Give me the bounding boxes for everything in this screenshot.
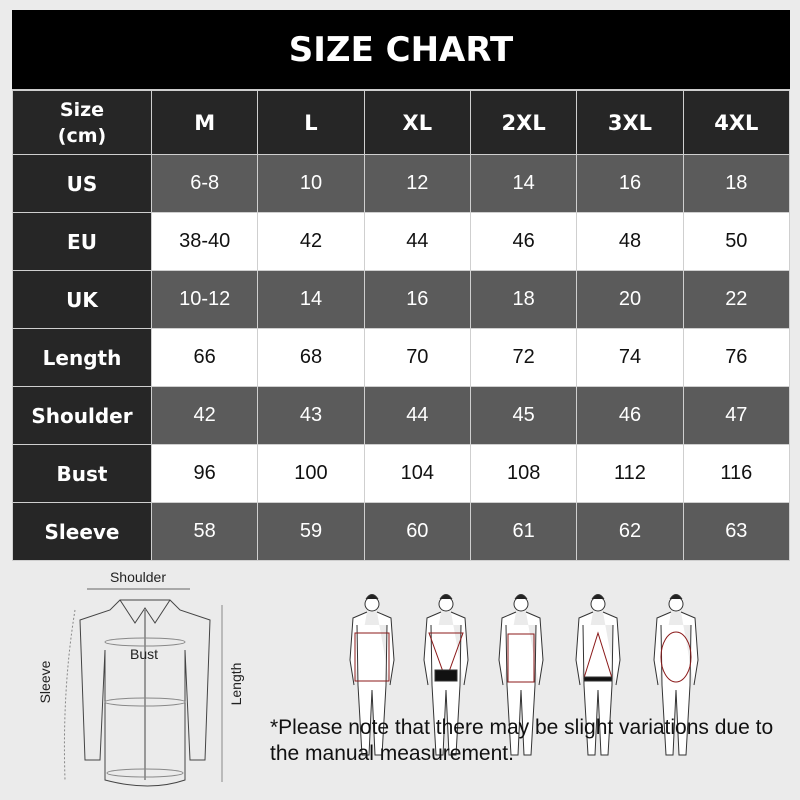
unit-label: (cm) <box>57 124 107 147</box>
size-label: Size <box>59 98 105 121</box>
table-cell: 50 <box>682 212 791 271</box>
table-cell: 112 <box>576 444 684 503</box>
table-cell: 12 <box>363 154 471 213</box>
body-figure <box>349 594 395 756</box>
body-figure <box>653 594 699 756</box>
table-row: Length 66 68 70 72 74 76 <box>12 328 791 387</box>
table-cell: 14 <box>469 154 578 213</box>
chart-title: SIZE CHART <box>12 10 790 90</box>
table-cell: 100 <box>257 444 365 503</box>
table-cell: 76 <box>682 328 791 387</box>
size-header: M <box>150 90 259 155</box>
row-label: EU <box>12 212 152 271</box>
table-cell: 44 <box>363 212 471 271</box>
table-cell: 62 <box>576 502 684 561</box>
table-cell: 14 <box>257 270 365 329</box>
table-cell: 61 <box>469 502 578 561</box>
table-cell: 48 <box>576 212 684 271</box>
table-cell: 42 <box>150 386 259 445</box>
size-table: Size (cm) M L XL 2XL 3XL 4XL US 6-8 10 12 14 1… <box>12 90 791 561</box>
table-cell: 59 <box>257 502 365 561</box>
shirt-diagram <box>63 588 223 787</box>
row-label: UK <box>12 270 152 329</box>
row-label: Shoulder <box>12 386 152 445</box>
table-cell: 66 <box>150 328 259 387</box>
table-cell: 22 <box>682 270 791 329</box>
size-header: XL <box>363 90 471 155</box>
table-cell: 104 <box>363 444 471 503</box>
table-cell: 38-40 <box>150 212 259 271</box>
sleeve-label: Sleeve <box>37 660 53 703</box>
size-header: 3XL <box>576 90 684 155</box>
table-row: Sleeve 58 59 60 61 62 63 <box>12 502 791 561</box>
measurement-illustration: Shoulder Bust Sleeve Length <box>37 569 699 787</box>
table-cell: 45 <box>469 386 578 445</box>
size-header: L <box>257 90 365 155</box>
table-cell: 16 <box>363 270 471 329</box>
size-header: 2XL <box>469 90 578 155</box>
row-label: US <box>12 154 152 213</box>
table-cell: 72 <box>469 328 578 387</box>
table-row: UK 10-12 14 16 18 20 22 <box>12 270 791 329</box>
row-label: Bust <box>12 444 152 503</box>
table-cell: 70 <box>363 328 471 387</box>
table-cell: 74 <box>576 328 684 387</box>
table-cell: 96 <box>150 444 259 503</box>
table-cell: 18 <box>469 270 578 329</box>
size-header: 4XL <box>682 90 791 155</box>
length-label: Length <box>228 663 244 706</box>
table-cell: 46 <box>576 386 684 445</box>
row-label: Length <box>12 328 152 387</box>
measurement-note: *Please note that there may be slight va… <box>270 716 774 765</box>
table-cell: 43 <box>257 386 365 445</box>
table-row: EU 38-40 42 44 46 48 50 <box>12 212 791 271</box>
table-cell: 47 <box>682 386 791 445</box>
table-cell: 116 <box>682 444 791 503</box>
table-cell: 10 <box>257 154 365 213</box>
table-cell: 10-12 <box>150 270 259 329</box>
table-cell: 20 <box>576 270 684 329</box>
table-row: Bust 96 100 104 108 112 116 <box>12 444 791 503</box>
table-cell: 60 <box>363 502 471 561</box>
size-unit-label: Size (cm) <box>12 90 152 155</box>
body-figure <box>423 594 469 756</box>
bust-label: Bust <box>130 646 158 662</box>
header-row: Size (cm) M L XL 2XL 3XL 4XL <box>12 90 791 155</box>
table-row: US 6-8 10 12 14 16 18 <box>12 154 791 213</box>
table-cell: 44 <box>363 386 471 445</box>
table-cell: 58 <box>150 502 259 561</box>
body-figure <box>575 594 621 756</box>
table-cell: 42 <box>257 212 365 271</box>
table-cell: 108 <box>469 444 578 503</box>
table-cell: 68 <box>257 328 365 387</box>
row-label: Sleeve <box>12 502 152 561</box>
body-figures <box>349 594 699 756</box>
table-cell: 46 <box>469 212 578 271</box>
table-cell: 16 <box>576 154 684 213</box>
table-cell: 18 <box>682 154 791 213</box>
size-chart: SIZE CHART Size (cm) M L XL 2XL 3XL 4XL U… <box>12 10 791 561</box>
table-cell: 63 <box>682 502 791 561</box>
table-row: Shoulder 42 43 44 45 46 47 <box>12 386 791 445</box>
table-cell: 6-8 <box>150 154 259 213</box>
body-figure <box>498 594 544 756</box>
shoulder-label: Shoulder <box>110 569 166 585</box>
